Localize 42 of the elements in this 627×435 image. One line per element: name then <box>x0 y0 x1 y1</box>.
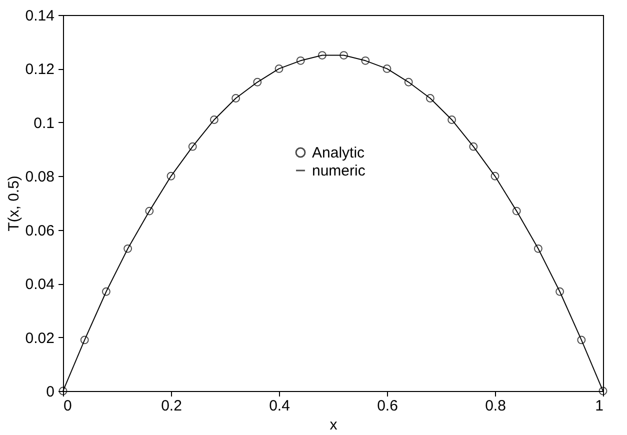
y-tick-label: 0.14 <box>25 8 54 24</box>
point <box>210 116 218 124</box>
x-tick-label: 0.4 <box>269 398 290 414</box>
point <box>124 244 132 253</box>
x-tick-label: 0 <box>64 398 72 414</box>
point <box>340 51 348 60</box>
y-tick-label: 0.02 <box>25 330 54 347</box>
point <box>490 172 500 180</box>
point <box>253 78 262 86</box>
point <box>577 336 586 344</box>
y-tick-label: 0.04 <box>25 276 54 294</box>
point <box>166 172 176 180</box>
point <box>188 142 197 151</box>
point <box>102 287 110 296</box>
point <box>512 206 521 216</box>
point <box>145 206 154 216</box>
point <box>274 64 284 73</box>
y-tick-label: 0.12 <box>25 61 54 78</box>
y-tick-label: 0 <box>46 384 54 400</box>
x-tick-label: 0.6 <box>377 398 398 414</box>
y-tick-label: 0.1 <box>34 114 54 132</box>
y-axis-title: T(x, 0.5) <box>5 176 22 232</box>
x-tick-label: 0.2 <box>161 398 182 414</box>
point <box>361 56 370 65</box>
legend-label: numeric <box>312 162 366 180</box>
x-tick-label: 1 <box>595 398 604 414</box>
point <box>469 142 478 151</box>
y-tick-label: 0.06 <box>25 222 54 240</box>
point <box>382 64 392 73</box>
legend-label: Analytic <box>312 144 366 162</box>
point <box>534 244 542 253</box>
point <box>448 116 456 124</box>
point <box>296 56 305 65</box>
x-axis-title: x <box>330 416 338 434</box>
point <box>318 51 326 60</box>
point <box>404 78 413 86</box>
x-tick-label: 0.8 <box>485 398 506 414</box>
point <box>232 94 240 102</box>
point <box>80 336 89 344</box>
point <box>426 94 434 102</box>
y-tick-label: 0.08 <box>25 168 54 186</box>
point <box>556 287 564 296</box>
